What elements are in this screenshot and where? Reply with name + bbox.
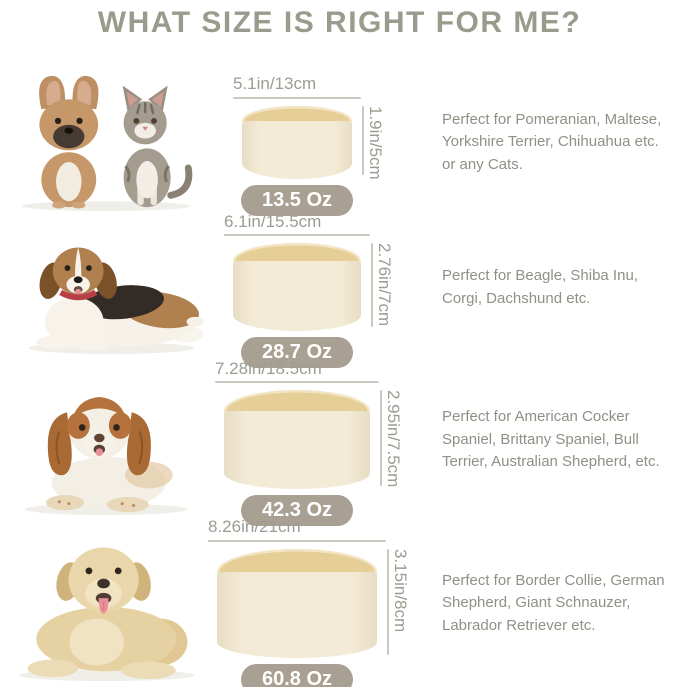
bowl-illustration <box>242 105 352 179</box>
diameter-label: 8.26in/21cm <box>208 517 301 537</box>
diameter-label: 7.28in/18.5cm <box>215 358 322 378</box>
bowl-size-diagram: 5.1in/13cm 1.9in/5cm 13.5 Oz <box>212 70 385 216</box>
breed-description: Perfect for Beagle, Shiba Inu, Corgi, Da… <box>442 267 638 307</box>
height-label: 2.76in/7cm <box>375 243 394 327</box>
bowl-side <box>233 261 361 332</box>
capacity-badge: 60.8 Oz <box>240 663 354 687</box>
bowl-size-diagram: 6.1in/15.5cm 2.76in/7cm 28.7 Oz <box>212 211 394 369</box>
height-line <box>371 243 373 328</box>
bowl-illustration <box>217 548 377 658</box>
breed-description: Perfect for Border Collie, German Shephe… <box>442 571 665 634</box>
height-label: 1.9in/5cm <box>366 105 385 180</box>
bowl-side <box>242 120 352 179</box>
bowl-size-diagram: 8.26in/21cm 3.15in/8cm 60.8 Oz <box>208 517 410 687</box>
animal-photo <box>0 520 212 687</box>
breed-description: Perfect for Pomeranian, Maltese, Yorkshi… <box>442 110 662 173</box>
animal-photo <box>0 360 212 520</box>
title-bar: WHAT SIZE IS RIGHT FOR ME? <box>0 0 679 70</box>
height-line <box>362 105 364 175</box>
height-line <box>387 548 389 655</box>
labrador-retriever-icon <box>18 547 194 682</box>
breed-description: Perfect for American Cocker Spaniel, Bri… <box>442 408 660 471</box>
page-title: WHAT SIZE IS RIGHT FOR ME? <box>97 6 582 39</box>
capacity-badge: 42.3 Oz <box>240 495 354 527</box>
diameter-line <box>233 96 361 99</box>
cocker-spaniel-icon <box>25 397 187 516</box>
diameter-line <box>208 539 386 542</box>
diameter-line <box>215 381 379 384</box>
animal-photo <box>0 215 212 360</box>
height-label: 2.95in/7.5cm <box>384 390 403 488</box>
size-row-extra-large: 8.26in/21cm 3.15in/8cm 60.8 Oz Perfect f… <box>0 517 679 687</box>
bowl-illustration <box>224 390 370 490</box>
diameter-label: 5.1in/13cm <box>233 74 317 94</box>
size-row-large: 7.28in/18.5cm 2.95in/7.5cm 42.3 Oz Perfe… <box>0 358 679 527</box>
size-row-small: 5.1in/13cm 1.9in/5cm 13.5 Oz Perfect for… <box>0 70 679 216</box>
capacity-badge: 28.7 Oz <box>240 337 354 369</box>
beagle-icon <box>27 247 204 354</box>
diameter-label: 6.1in/15.5cm <box>224 211 322 231</box>
height-line <box>380 390 382 487</box>
size-row-medium: 6.1in/15.5cm 2.76in/7cm 28.7 Oz Perfect … <box>0 211 679 369</box>
height-label: 3.15in/8cm <box>391 548 410 633</box>
diameter-line <box>224 234 370 237</box>
bowl-illustration <box>233 243 361 332</box>
bowl-side <box>224 411 370 490</box>
bowl-size-diagram: 7.28in/18.5cm 2.95in/7.5cm 42.3 Oz <box>212 358 403 527</box>
capacity-badge: 13.5 Oz <box>240 184 354 216</box>
bowl-side <box>217 571 377 658</box>
animal-photo <box>0 70 212 215</box>
french-bulldog-and-kitten-icon <box>21 75 193 211</box>
